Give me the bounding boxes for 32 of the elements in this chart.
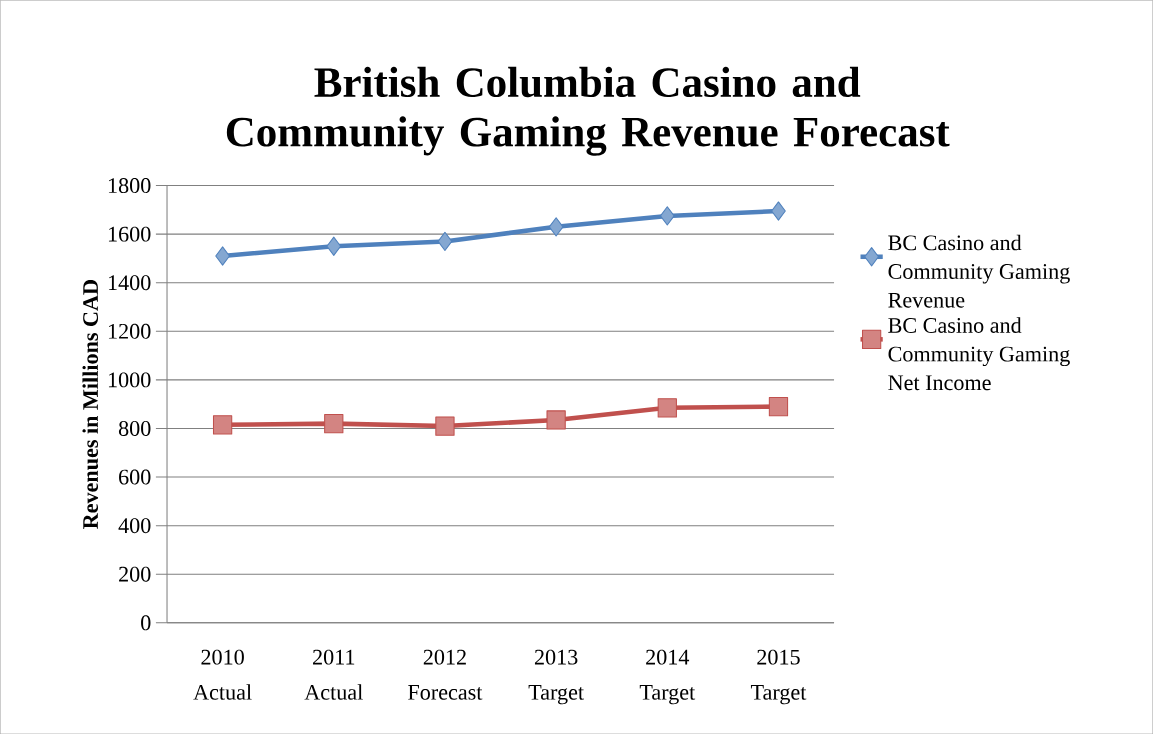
point (324, 413, 344, 434)
x-tick-label: 2010 Actual (193, 649, 252, 700)
point (657, 398, 677, 418)
y-tick-label: 400 (118, 518, 151, 533)
point (771, 201, 786, 221)
y-tick-label: 1600 (108, 226, 151, 242)
x-tick-label: 2012 Forecast (408, 649, 483, 700)
y-tick-label: 0 (141, 615, 151, 631)
y-tick-label: 1200 (108, 323, 151, 339)
point (212, 415, 233, 435)
x-tick-label: 2011 Actual (304, 649, 363, 700)
x-tick-label: 2014 Target (639, 649, 696, 705)
point (548, 217, 564, 237)
y-axis-title: Revenues in Millions CAD (82, 280, 99, 529)
y-tick-label: 600 (119, 469, 151, 485)
y-tick-label: 200 (119, 566, 151, 582)
point (435, 416, 455, 436)
x-tick-label: 2013 Target (528, 649, 584, 705)
point (215, 246, 230, 266)
y-tick-label: 1000 (108, 372, 151, 388)
point (546, 410, 566, 430)
legend-label: BC Casino and Community Gaming Net Income (888, 317, 1070, 391)
point (768, 396, 789, 417)
legend-label: BC Casino and Community Gaming Revenue (888, 234, 1070, 308)
x-tick-label: 2015 Target (750, 649, 807, 705)
y-tick-label: 1400 (108, 275, 151, 291)
point (326, 236, 342, 256)
y-tick-label: 800 (118, 420, 151, 436)
y-tick-label: 1800 (108, 177, 151, 193)
chart-title: British Columbia Casino and Community Gaming Revenue Forecast (226, 66, 950, 156)
point (437, 231, 453, 251)
point (659, 206, 675, 226)
